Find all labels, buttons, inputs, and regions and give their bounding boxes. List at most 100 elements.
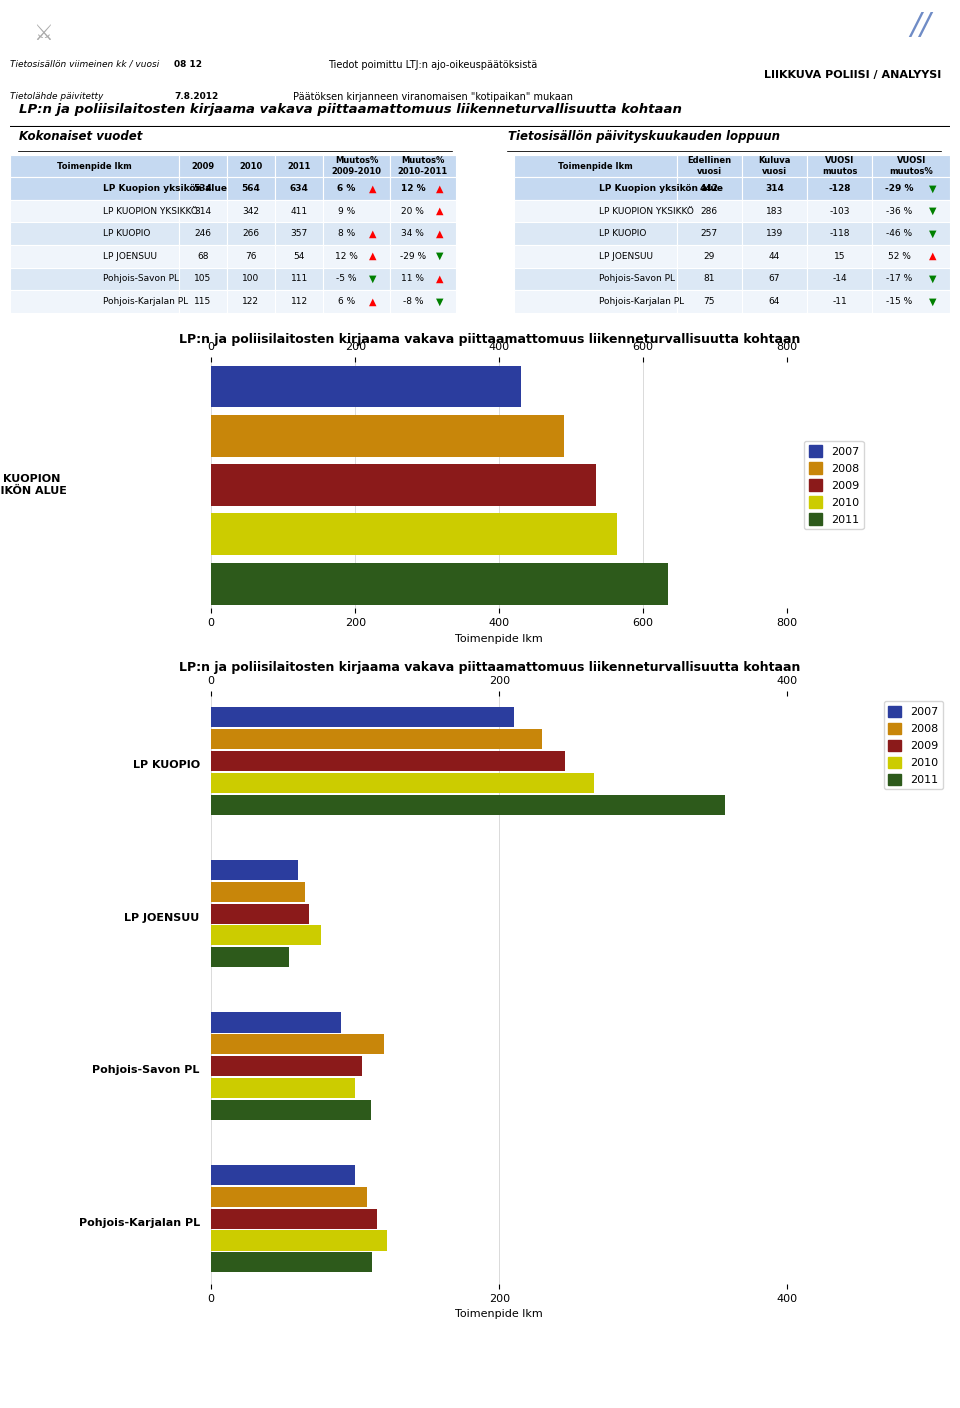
- Text: LP JOENSUU: LP JOENSUU: [103, 252, 157, 260]
- Bar: [390, 177, 456, 200]
- Bar: [275, 268, 324, 290]
- Bar: [275, 290, 324, 313]
- Text: 68: 68: [197, 252, 208, 260]
- Bar: [211, 1252, 372, 1273]
- Text: 29: 29: [704, 252, 715, 260]
- Text: Pohjois-Karjalan PL: Pohjois-Karjalan PL: [79, 1218, 200, 1228]
- Text: ▲: ▲: [370, 228, 377, 239]
- Text: -29 %: -29 %: [885, 184, 914, 193]
- Bar: [873, 200, 950, 222]
- Text: Tietosisällön viimeinen kk / vuosi: Tietosisällön viimeinen kk / vuosi: [10, 59, 158, 69]
- Text: 64: 64: [769, 297, 780, 306]
- Text: ▲: ▲: [436, 228, 444, 239]
- Text: -46 %: -46 %: [886, 230, 913, 238]
- Text: LP:n ja poliisilaitosten kirjaama vakava piittaamattomuus liikenneturvallisuutta: LP:n ja poliisilaitosten kirjaama vakava…: [179, 660, 801, 674]
- Text: LP KUOPION YKSIKKÖ: LP KUOPION YKSIKKÖ: [599, 207, 694, 215]
- Bar: [873, 245, 950, 268]
- Bar: [390, 268, 456, 290]
- Bar: [324, 268, 390, 290]
- Text: LIIKKUVA POLIISI / ANALYYSI: LIIKKUVA POLIISI / ANALYYSI: [764, 69, 941, 80]
- Bar: [179, 222, 227, 245]
- Text: -8 %: -8 %: [402, 297, 423, 306]
- Bar: [211, 707, 514, 728]
- Text: Edellinen
vuosi: Edellinen vuosi: [687, 156, 732, 176]
- Text: 15: 15: [834, 252, 846, 260]
- Bar: [742, 222, 807, 245]
- Bar: [742, 268, 807, 290]
- Text: Muutos%
2010-2011: Muutos% 2010-2011: [397, 156, 448, 176]
- Bar: [211, 563, 667, 604]
- Text: 100: 100: [242, 275, 259, 283]
- Text: 314: 314: [765, 184, 783, 193]
- Bar: [677, 222, 742, 245]
- Text: -5 %: -5 %: [336, 275, 357, 283]
- Text: ▲: ▲: [370, 296, 377, 307]
- Bar: [10, 222, 179, 245]
- Text: ▼: ▼: [929, 183, 937, 194]
- Bar: [227, 222, 275, 245]
- Text: ▲: ▲: [436, 273, 444, 284]
- Bar: [677, 200, 742, 222]
- Bar: [873, 155, 950, 177]
- Bar: [211, 1056, 362, 1076]
- Text: 52 %: 52 %: [888, 252, 911, 260]
- Bar: [275, 177, 324, 200]
- Text: 342: 342: [242, 207, 259, 215]
- Text: 12 %: 12 %: [335, 252, 358, 260]
- Bar: [390, 155, 456, 177]
- Bar: [742, 200, 807, 222]
- Bar: [211, 925, 321, 945]
- Bar: [324, 177, 390, 200]
- Text: ▲: ▲: [929, 251, 937, 262]
- Bar: [211, 794, 726, 815]
- Text: ⚔: ⚔: [34, 24, 53, 44]
- Text: 183: 183: [766, 207, 783, 215]
- Text: 75: 75: [704, 297, 715, 306]
- X-axis label: Toimenpide lkm: Toimenpide lkm: [455, 634, 543, 643]
- Text: LP Kuopion yksikön alue: LP Kuopion yksikön alue: [599, 184, 724, 193]
- Bar: [742, 290, 807, 313]
- Text: 12 %: 12 %: [400, 184, 425, 193]
- Text: ▼: ▼: [436, 251, 444, 262]
- Text: VUOSI
muutos: VUOSI muutos: [822, 156, 857, 176]
- Bar: [227, 268, 275, 290]
- Text: 564: 564: [242, 184, 260, 193]
- Bar: [677, 155, 742, 177]
- Bar: [390, 200, 456, 222]
- Bar: [211, 366, 520, 407]
- Text: 246: 246: [194, 230, 211, 238]
- Bar: [179, 268, 227, 290]
- Bar: [211, 750, 565, 772]
- Bar: [324, 290, 390, 313]
- Bar: [227, 290, 275, 313]
- Text: 34 %: 34 %: [401, 230, 424, 238]
- Bar: [227, 177, 275, 200]
- Bar: [807, 245, 873, 268]
- Text: LP:n ja poliisilaitosten kirjaama vakava piittaamattomuus liikenneturvallisuutta: LP:n ja poliisilaitosten kirjaama vakava…: [19, 103, 682, 117]
- Text: Tietosisällön päivityskuukauden loppuun: Tietosisällön päivityskuukauden loppuun: [508, 130, 780, 142]
- Bar: [211, 948, 289, 967]
- Text: ▼: ▼: [929, 273, 937, 284]
- Text: Pohjois-Savon PL: Pohjois-Savon PL: [599, 275, 676, 283]
- Text: LP JOENSUU: LP JOENSUU: [125, 912, 200, 922]
- Legend: 2007, 2008, 2009, 2010, 2011: 2007, 2008, 2009, 2010, 2011: [804, 441, 864, 529]
- Bar: [324, 155, 390, 177]
- Bar: [807, 155, 873, 177]
- Text: 81: 81: [704, 275, 715, 283]
- Text: 266: 266: [242, 230, 259, 238]
- Bar: [390, 290, 456, 313]
- Bar: [677, 290, 742, 313]
- Text: Kokonaiset vuodet: Kokonaiset vuodet: [19, 130, 142, 142]
- Bar: [211, 1100, 371, 1119]
- Text: 67: 67: [769, 275, 780, 283]
- Bar: [390, 222, 456, 245]
- Text: Kuluva
vuosi: Kuluva vuosi: [758, 156, 791, 176]
- Bar: [10, 200, 179, 222]
- Text: 20 %: 20 %: [401, 207, 424, 215]
- Bar: [211, 881, 304, 901]
- Text: 8 %: 8 %: [338, 230, 355, 238]
- Bar: [211, 1035, 384, 1055]
- Bar: [514, 155, 677, 177]
- Bar: [211, 1164, 355, 1186]
- Text: -118: -118: [829, 230, 850, 238]
